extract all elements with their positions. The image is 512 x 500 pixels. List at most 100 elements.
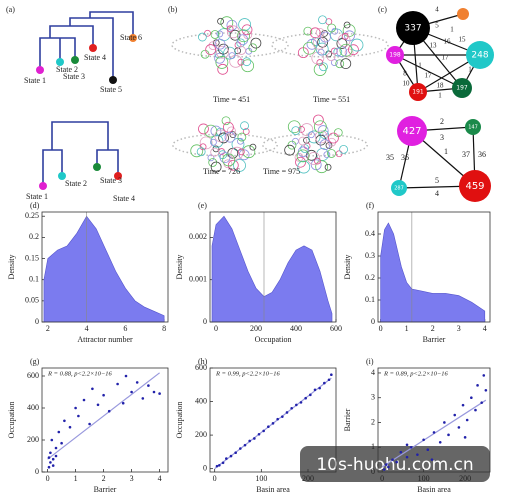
edge-label: 17 [442,54,450,62]
structure-coil [250,37,262,49]
x-axis-label: Attractor number [77,335,133,344]
structure-coil [227,147,239,159]
x-tick-label: 200 [250,324,262,333]
leaf-label: State 3 [100,176,122,185]
y-tick-label: 0.1 [29,275,39,284]
structure-coil [344,48,354,58]
point [387,465,390,469]
edge-label: 4 [435,189,439,198]
point [253,437,256,440]
structure-coil [328,132,339,144]
panel-label: (a) [6,5,15,14]
point [405,443,409,447]
y-tick-label: 200 [195,430,207,439]
structure-coil [190,144,204,158]
point [470,396,473,400]
x-axis-label: Occupation [255,335,292,344]
panel-label: (h) [198,357,208,366]
edge-label: 36 [401,153,409,162]
time-label: Time = 726 [203,167,240,176]
y-tick-label: 0.2 [29,232,39,241]
structure-coil [318,15,327,25]
y-axis-label: Occupation [175,402,184,439]
structure-coil [284,144,296,156]
structure-coil [214,38,226,50]
panel-label: (g) [30,357,40,366]
structure-coil [237,46,246,55]
structure-coil [224,131,236,143]
y-tick-label: 0.05 [25,296,39,305]
x-axis-label: Basin area [417,485,451,494]
panel-label: (e) [198,201,207,210]
annotation: R = 0.89, p<2.2×10−16 [383,370,449,377]
y-tick-label: 0.002 [189,232,207,241]
structure-coil [313,120,327,134]
point [107,409,111,413]
structure-coil [300,144,310,153]
structure-coil [335,59,345,69]
structure-coil [307,152,321,165]
structure-coil [210,125,222,137]
structure-coil [198,123,209,135]
structure-coil [249,143,257,151]
x-tick-label: 2 [46,324,50,333]
y-tick-label: 0 [371,467,375,476]
point [124,374,128,378]
annotation: R = 0.88, p<2.2×10−16 [47,370,113,377]
structure-coil [242,128,250,135]
leaf [93,163,101,171]
x-tick-label: 0 [380,474,384,483]
x-tick-label: 100 [418,474,430,483]
structure-coil [298,136,308,146]
point [221,461,225,465]
y-tick-label: 400 [195,396,207,405]
structure-coil [226,25,234,33]
point [405,455,409,459]
edge-label: 16 [444,38,452,46]
point [447,433,450,437]
structure-coil [337,33,351,47]
tree-2: State 1 State 2 State 3 State 4 [26,121,135,203]
point [248,439,251,443]
edge-label: 5 [435,176,439,185]
point [88,422,91,426]
plot-frame [41,211,169,323]
point [267,425,270,429]
structure-coil [216,30,224,38]
x-tick-label: 2 [102,474,106,483]
node [386,46,404,64]
point [382,468,386,471]
point [158,392,161,395]
y-tick-label: 2 [371,417,375,426]
structure-coil [230,146,244,160]
structure-coil [200,49,210,59]
structure-coil [336,46,348,58]
structure-coil [294,152,304,162]
y-tick-label: 1 [371,442,375,451]
node [466,41,494,69]
structure-coil [217,17,224,25]
x-axis-label: Barrier [423,335,446,344]
panel-label: (d) [30,201,40,210]
panel-label: (i) [366,357,374,366]
structure-coil [237,137,244,145]
node [396,11,430,45]
panel-label: (c) [378,5,387,14]
leaf-label: State 2 [65,179,87,188]
point [102,393,105,397]
point [63,419,66,423]
y-tick-label: 0.25 [25,211,39,220]
y-axis-label: Occupation [7,402,16,439]
edge-label: 15 [459,36,467,44]
structure-coil [348,44,359,56]
structure-coil [341,32,349,40]
y-tick-label: 4 [371,368,375,377]
structure-coil [223,46,236,60]
structure-coil [291,126,301,136]
y-tick-label: 600 [27,371,39,380]
plot-frame [41,367,169,473]
point [295,403,298,407]
point [453,413,457,417]
structure-coil [218,132,229,144]
point [74,406,77,410]
